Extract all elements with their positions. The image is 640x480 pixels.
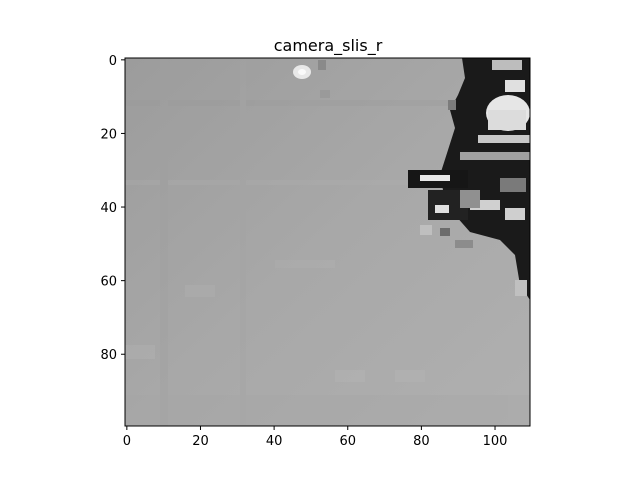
y-tick-label: 20 bbox=[100, 127, 117, 142]
x-tick-label: 0 bbox=[123, 434, 131, 449]
y-axis: 0 20 40 60 80 bbox=[100, 54, 125, 363]
x-tick-label: 40 bbox=[266, 434, 283, 449]
plot-title: camera_slis_r bbox=[274, 36, 383, 56]
bright-spot bbox=[293, 60, 330, 98]
x-axis: 0 20 40 60 80 100 bbox=[123, 426, 508, 449]
x-tick-label: 100 bbox=[483, 434, 508, 449]
y-tick-label: 40 bbox=[100, 201, 117, 216]
image-texture bbox=[125, 58, 530, 426]
y-tick-label: 80 bbox=[100, 348, 117, 363]
x-tick-label: 20 bbox=[192, 434, 209, 449]
x-tick-label: 60 bbox=[339, 434, 356, 449]
dark-object bbox=[408, 58, 530, 300]
axes-frame bbox=[124, 57, 531, 427]
y-tick-label: 0 bbox=[109, 54, 117, 69]
grayscale-image bbox=[125, 58, 530, 426]
x-tick-label: 80 bbox=[413, 434, 430, 449]
y-tick-label: 60 bbox=[100, 275, 117, 290]
